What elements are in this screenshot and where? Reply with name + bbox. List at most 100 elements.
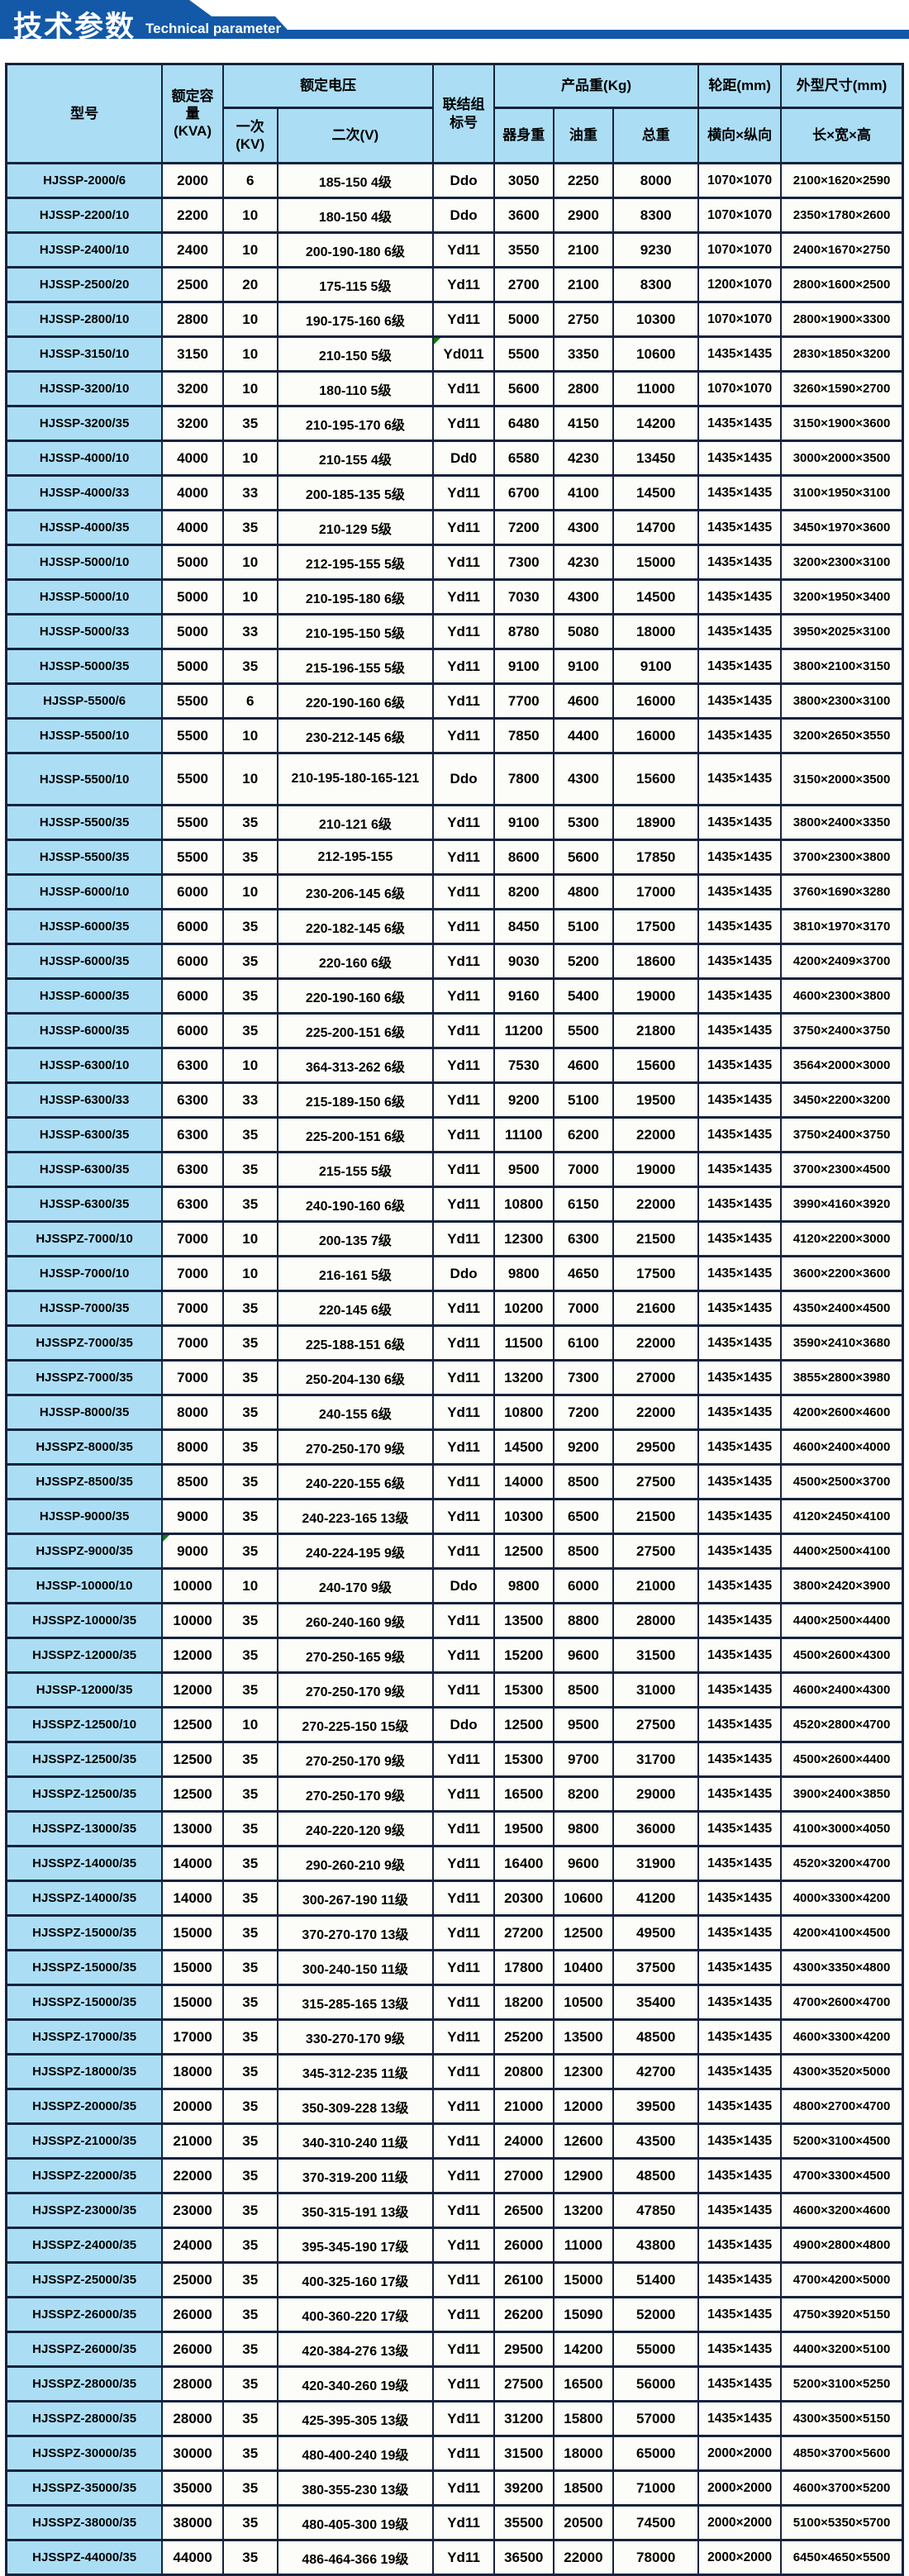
total-weight-cell: 19000	[612, 1151, 700, 1188]
model-cell: HJSSP-9000/35	[5, 1498, 164, 1535]
oil-weight-cell: 15800	[552, 2400, 615, 2437]
oil-weight-cell: 4300	[552, 509, 615, 546]
secondary-voltage-cell: 185-150 4级	[276, 162, 435, 199]
dimensions-cell: 3260×1590×2700	[780, 370, 904, 407]
wheelbase-cell: 1435×1435	[697, 873, 783, 910]
primary-voltage-cell: 10	[221, 1255, 278, 1292]
total-weight-cell: 49500	[612, 1914, 700, 1951]
capacity-cell: 2200	[161, 197, 224, 234]
connection-cell: Yd11	[432, 1498, 495, 1535]
total-weight-cell: 21600	[612, 1290, 700, 1327]
model-cell: HJSSP-3200/35	[5, 405, 164, 442]
header-capacity: 额定容量 (KVA)	[161, 63, 224, 164]
oil-weight-cell: 5600	[552, 839, 615, 876]
wheelbase-cell: 1435×1435	[697, 1914, 783, 1951]
primary-voltage-cell: 35	[221, 2331, 278, 2368]
table-row: HJSSPZ-38000/35 38000 35 480-405-300 19级 Yd1…	[5, 2504, 904, 2541]
table-row: HJSSPZ-14000/35 14000 35 300-267-190 11级 Yd1…	[5, 1880, 904, 1917]
body-weight-cell: 17800	[493, 1949, 554, 1986]
secondary-voltage-cell: 210-129 5级	[276, 509, 435, 546]
dimensions-cell: 3800×2100×3150	[780, 648, 904, 685]
model-cell: HJSSPZ-13000/35	[5, 1810, 164, 1847]
capacity-cell: 7000	[161, 1255, 224, 1292]
connection-cell: Ddo	[432, 1706, 495, 1743]
wheelbase-cell: 1435×1435	[697, 1810, 783, 1847]
secondary-voltage-cell: 200-185-135 5级	[276, 474, 435, 511]
wheelbase-cell: 1435×1435	[697, 977, 783, 1015]
total-weight-cell: 14500	[612, 474, 700, 511]
dimensions-cell: 4400×2500×4100	[780, 1533, 904, 1570]
primary-voltage-cell: 35	[221, 1949, 278, 1986]
model-cell: HJSSP-2200/10	[5, 197, 164, 234]
primary-voltage-cell: 35	[221, 977, 278, 1015]
oil-weight-cell: 5200	[552, 943, 615, 980]
capacity-cell: 5500	[161, 839, 224, 876]
dimensions-cell: 3100×1950×3100	[780, 474, 904, 511]
secondary-voltage-cell: 216-161 5级	[276, 1255, 435, 1292]
model-cell: HJSSP-5500/10	[5, 717, 164, 754]
secondary-voltage-cell: 350-315-191 13级	[276, 2192, 435, 2229]
secondary-voltage-cell: 350-309-228 13级	[276, 2088, 435, 2125]
oil-weight-cell: 4150	[552, 405, 615, 442]
dimensions-cell: 4800×2700×4700	[780, 2088, 904, 2125]
secondary-voltage-cell: 210-195-150 5级	[276, 613, 435, 650]
capacity-cell: 15000	[161, 1914, 224, 1951]
primary-voltage-cell: 35	[221, 1914, 278, 1951]
body-weight-cell: 21000	[493, 2088, 554, 2125]
primary-voltage-cell: 10	[221, 197, 278, 234]
total-weight-cell: 15000	[612, 544, 700, 581]
model-cell: HJSSP-6300/33	[5, 1081, 164, 1119]
secondary-voltage-cell: 270-250-170 9级	[276, 1671, 435, 1709]
table-row: HJSSPZ-17000/35 17000 35 330-270-170 9级 Yd11…	[5, 2018, 904, 2056]
body-weight-cell: 11500	[493, 1324, 554, 1362]
header-primary-line1: 一次	[236, 118, 264, 135]
capacity-cell: 3200	[161, 370, 224, 407]
dimensions-cell: 3810×1970×3170	[780, 908, 904, 945]
capacity-cell: 5500	[161, 804, 224, 841]
dimensions-cell: 4500×2500×3700	[780, 1463, 904, 1500]
wheelbase-cell: 1435×1435	[697, 1220, 783, 1257]
oil-weight-cell: 13200	[552, 2192, 615, 2229]
total-weight-cell: 8000	[612, 162, 700, 199]
connection-cell: Yd011	[432, 335, 495, 373]
wheelbase-cell: 1070×1070	[697, 162, 783, 199]
dimensions-cell: 4100×3000×4050	[780, 1810, 904, 1847]
primary-voltage-cell: 35	[221, 2157, 278, 2194]
wheelbase-cell: 1435×1435	[697, 2088, 783, 2125]
secondary-voltage-cell: 240-170 9级	[276, 1567, 435, 1604]
connection-cell: Yd11	[432, 1845, 495, 1882]
oil-weight-cell: 9600	[552, 1845, 615, 1882]
primary-voltage-cell: 35	[221, 1602, 278, 1639]
secondary-voltage-cell: 240-220-155 6级	[276, 1463, 435, 1500]
secondary-voltage-cell: 240-220-120 9级	[276, 1810, 435, 1847]
table-row: HJSSP-3200/10 3200 10 180-110 5级 Yd11 5600 280…	[5, 370, 904, 407]
capacity-cell: 12000	[161, 1671, 224, 1709]
wheelbase-cell: 1070×1070	[697, 231, 783, 269]
wheelbase-cell: 1435×1435	[697, 1637, 783, 1674]
dimensions-cell: 3900×2400×3850	[780, 1775, 904, 1813]
primary-voltage-cell: 35	[221, 1741, 278, 1778]
wheelbase-cell: 1435×1435	[697, 839, 783, 876]
body-weight-cell: 24000	[493, 2122, 554, 2160]
body-weight-cell: 3050	[493, 162, 554, 199]
table-row: HJSSPZ-14000/35 14000 35 290-260-210 9级 Yd11…	[5, 1845, 904, 1882]
dimensions-cell: 2800×1600×2500	[780, 266, 904, 303]
dimensions-cell: 3200×2650×3550	[780, 717, 904, 754]
capacity-cell: 12500	[161, 1775, 224, 1813]
capacity-cell: 28000	[161, 2365, 224, 2403]
body-weight-cell: 14500	[493, 1428, 554, 1466]
dimensions-cell: 4120×2200×3000	[780, 1220, 904, 1257]
table-row: HJSSPZ-26000/35 26000 35 400-360-220 17级 Yd1…	[5, 2296, 904, 2333]
oil-weight-cell: 4600	[552, 682, 615, 720]
body-weight-cell: 3550	[493, 231, 554, 269]
total-weight-cell: 10300	[612, 301, 700, 338]
table-row: HJSSP-2800/10 2800 10 190-175-160 6级 Yd11 500…	[5, 301, 904, 338]
body-weight-cell: 5500	[493, 335, 554, 373]
wheelbase-cell: 1435×1435	[697, 1775, 783, 1813]
connection-cell: Yd11	[432, 1949, 495, 1986]
primary-voltage-cell: 10	[221, 1567, 278, 1604]
primary-voltage-cell: 35	[221, 1671, 278, 1709]
dimensions-cell: 3450×2200×3200	[780, 1081, 904, 1119]
model-cell: HJSSPZ-12500/35	[5, 1775, 164, 1813]
dimensions-cell: 4300×3350×4800	[780, 1949, 904, 1986]
